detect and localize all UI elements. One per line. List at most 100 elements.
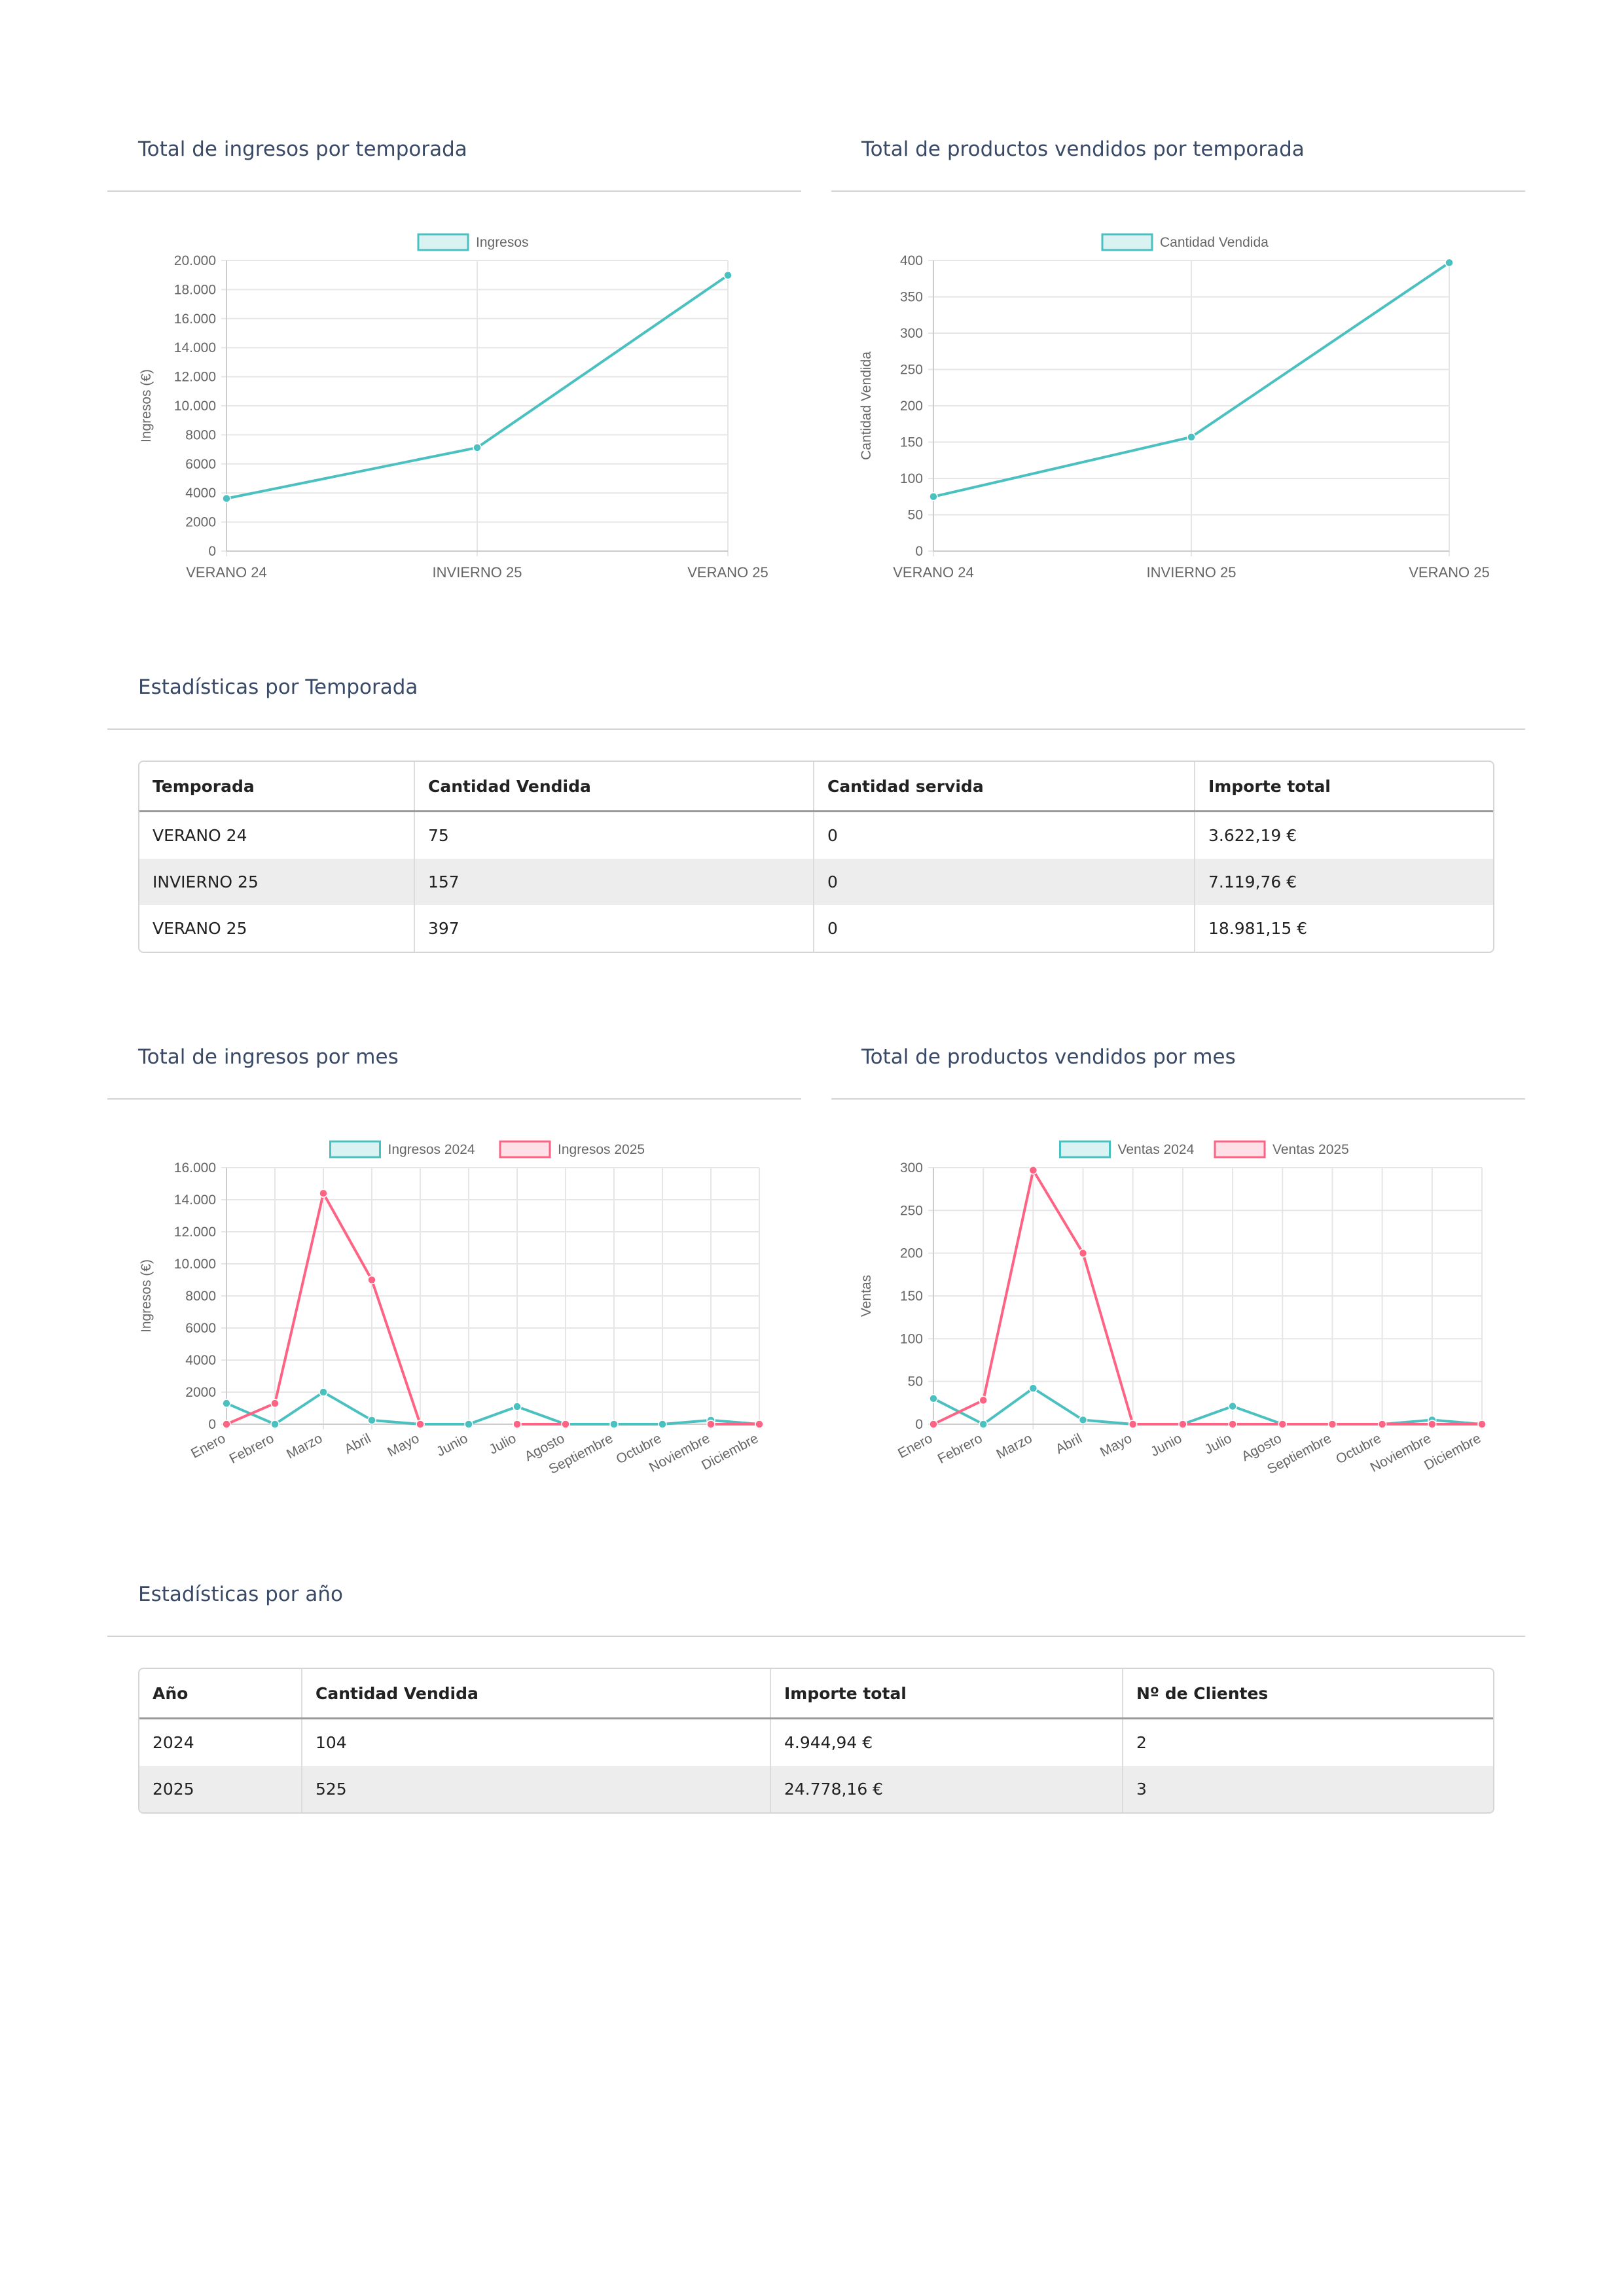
legend-swatch xyxy=(1059,1140,1111,1158)
y-tick-label: 50 xyxy=(908,1374,923,1390)
data-point-ingresos-2025 xyxy=(561,1420,570,1429)
y-axis-title: Ventas xyxy=(859,1275,874,1317)
x-tick-label: Abril xyxy=(1053,1431,1085,1457)
section-title-stats-temporada: Estadísticas por Temporada xyxy=(138,675,418,699)
series-line-ventas-2025 xyxy=(933,1168,1482,1426)
data-point-ventas-2025 xyxy=(1128,1420,1138,1429)
legend-swatch xyxy=(417,233,469,251)
x-tick-label: Febrero xyxy=(227,1431,277,1467)
table-cell: 3 xyxy=(1123,1766,1493,1812)
data-point-ingresos-2024 xyxy=(609,1420,619,1429)
table-cell: INVIERNO 25 xyxy=(139,859,415,905)
data-point-ingresos-2024 xyxy=(658,1420,667,1429)
x-tick-label: Junio xyxy=(434,1431,470,1460)
divider xyxy=(831,190,1525,192)
data-point-ingresos-2025 xyxy=(222,1420,231,1429)
table-cell: 0 xyxy=(814,905,1195,952)
y-tick-label: 2000 xyxy=(185,515,216,530)
table-row: VERANO 25 397 0 18.981,15 € xyxy=(139,905,1493,952)
divider xyxy=(107,1098,801,1100)
data-point-ingresos-2024 xyxy=(464,1420,473,1429)
y-tick-label: 100 xyxy=(900,471,923,486)
column-header: Importe total xyxy=(1195,762,1493,812)
y-tick-label: 6000 xyxy=(185,1321,216,1336)
chart-productos-mes: 0 50 100 150 200 250 300 Enero Febrero Marzo Abril… xyxy=(859,1140,1487,1477)
section-title-productos-temporada: Total de productos vendidos por temporad… xyxy=(861,137,1305,161)
table-header-row: Temporada Cantidad Vendida Cantidad serv… xyxy=(139,762,1493,812)
chart-ingresos-mes: 0 2000 4000 6000 8000 10.000 12.000 14.000 16.00… xyxy=(139,1140,764,1477)
y-tick-label: 20.000 xyxy=(174,253,216,268)
y-tick-label: 2000 xyxy=(185,1385,216,1400)
data-point-ingresos-2024 xyxy=(367,1416,376,1425)
legend-label: Ingresos xyxy=(476,235,529,250)
x-tick-label: Enero xyxy=(895,1431,935,1462)
y-tick-label: 10.000 xyxy=(174,1257,216,1272)
table-cell: 24.778,16 € xyxy=(770,1766,1123,1812)
y-tick-label: 400 xyxy=(900,253,923,268)
x-tick-label: Julio xyxy=(486,1431,518,1458)
table-row: 2024 104 4.944,94 € 2 xyxy=(139,1718,1493,1766)
table-cell: 397 xyxy=(414,905,814,952)
y-tick-label: 12.000 xyxy=(174,1225,216,1240)
data-point-ventas-2024 xyxy=(979,1420,988,1429)
column-header: Cantidad servida xyxy=(814,762,1195,812)
section-title-ingresos-mes: Total de ingresos por mes xyxy=(138,1045,399,1069)
x-tick-label: Diciembre xyxy=(1422,1431,1483,1473)
table-anio: Año Cantidad Vendida Importe total Nº de… xyxy=(138,1668,1494,1814)
data-point-ingresos-2025 xyxy=(416,1420,425,1429)
divider xyxy=(107,190,801,192)
y-tick-label: 14.000 xyxy=(174,340,216,355)
divider xyxy=(107,728,1525,730)
x-tick-label: Abril xyxy=(342,1431,373,1457)
table-cell: 2025 xyxy=(139,1766,302,1812)
x-tick-label: Mayo xyxy=(1098,1431,1134,1460)
x-tick-label: INVIERNO 25 xyxy=(1147,564,1236,581)
data-point-ingresos-2024 xyxy=(222,1399,231,1408)
data-point-ventas-2025 xyxy=(979,1395,988,1405)
y-tick-label: 0 xyxy=(208,544,216,559)
data-point-ingresos xyxy=(723,270,732,280)
data-point-ventas-2025 xyxy=(1078,1248,1088,1258)
series-line-ventas-2024 xyxy=(933,1387,1483,1426)
data-point-ingresos-2025 xyxy=(513,1420,522,1429)
divider xyxy=(107,1636,1525,1637)
table-temporada: Temporada Cantidad Vendida Cantidad serv… xyxy=(138,761,1494,953)
table-row: VERANO 24 75 0 3.622,19 € xyxy=(139,811,1493,859)
data-point-ingresos-2024 xyxy=(270,1420,280,1429)
chart-productos-temporada: 0 50 100 150 200 250 300 350 400 VERANO 24 INVIERN… xyxy=(859,233,1490,581)
legend-swatch xyxy=(1214,1140,1266,1158)
legend-swatch xyxy=(329,1140,381,1158)
x-tick-label: VERANO 24 xyxy=(186,564,267,581)
data-point-ingresos-2024 xyxy=(513,1402,522,1411)
data-point-ventas-2025 xyxy=(1278,1420,1288,1429)
data-point-ingresos-2025 xyxy=(270,1399,280,1408)
data-point-ventas-2025 xyxy=(1228,1420,1237,1429)
y-tick-label: 8000 xyxy=(185,427,216,442)
y-tick-label: 50 xyxy=(908,508,923,523)
data-point-ventas-2024 xyxy=(1078,1415,1088,1425)
data-point-ventas-2025 xyxy=(1028,1166,1038,1175)
y-tick-label: 8000 xyxy=(185,1289,216,1304)
data-point-cantidad-vendida xyxy=(1445,258,1454,268)
y-tick-label: 250 xyxy=(900,363,923,378)
data-point-ventas-2025 xyxy=(1327,1420,1337,1429)
column-header: Año xyxy=(139,1669,302,1719)
x-tick-label: VERANO 25 xyxy=(687,564,768,581)
divider xyxy=(831,1098,1525,1100)
y-tick-label: 350 xyxy=(900,290,923,305)
section-title-ingresos-temporada: Total de ingresos por temporada xyxy=(138,137,467,161)
y-tick-label: 0 xyxy=(915,1417,923,1432)
data-point-cantidad-vendida xyxy=(929,492,938,501)
data-point-cantidad-vendida xyxy=(1187,432,1196,442)
y-axis-title: Cantidad Vendida xyxy=(859,351,874,460)
column-header: Cantidad Vendida xyxy=(414,762,814,812)
table-cell: 75 xyxy=(414,811,814,859)
y-tick-label: 100 xyxy=(900,1331,923,1346)
table-row: 2025 525 24.778,16 € 3 xyxy=(139,1766,1493,1812)
data-point-ventas-2024 xyxy=(1028,1384,1038,1393)
y-tick-label: 6000 xyxy=(185,457,216,472)
y-tick-label: 18.000 xyxy=(174,282,216,297)
table-row: INVIERNO 25 157 0 7.119,76 € xyxy=(139,859,1493,905)
y-axis-title: Ingresos (€) xyxy=(139,369,154,442)
table-header-row: Año Cantidad Vendida Importe total Nº de… xyxy=(139,1669,1493,1719)
